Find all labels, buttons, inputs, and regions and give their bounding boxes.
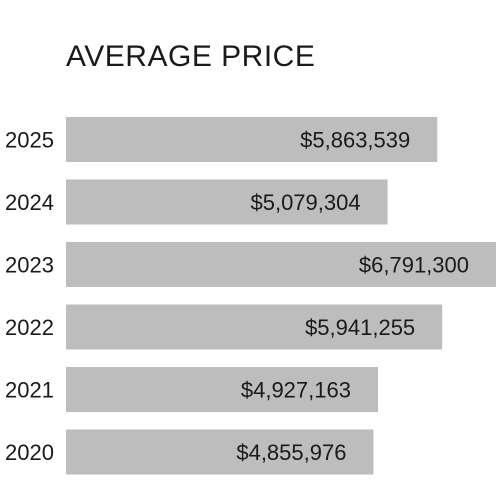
bar-row-2021: 2021 $4,927,163	[5, 367, 378, 412]
bar-row-2025: 2025 $5,863,539	[5, 117, 438, 162]
bar	[66, 429, 374, 475]
chart-title: AVERAGE PRICE	[66, 40, 316, 73]
category-label: 2020	[5, 440, 54, 465]
value-label: $5,863,539	[300, 128, 410, 153]
value-label: $4,927,163	[241, 378, 351, 403]
bar	[66, 304, 443, 350]
bar-row-2020: 2020 $4,855,976	[5, 429, 374, 475]
bar	[66, 117, 438, 162]
value-label: $4,855,976	[236, 440, 346, 465]
bar-row-2023: 2023 $6,791,300	[5, 242, 496, 287]
category-label: 2023	[5, 253, 54, 278]
value-label: $6,791,300	[359, 253, 469, 278]
bar-row-2024: 2024 $5,079,304	[5, 179, 388, 225]
bar-row-2022: 2022 $5,941,255	[5, 304, 443, 350]
bar	[66, 367, 378, 412]
category-label: 2025	[5, 128, 54, 153]
bar	[66, 242, 496, 287]
bar	[66, 179, 388, 225]
category-label: 2022	[5, 315, 54, 340]
value-label: $5,079,304	[250, 190, 360, 215]
value-label: $5,941,255	[305, 315, 415, 340]
category-label: 2024	[5, 190, 54, 215]
category-label: 2021	[5, 378, 54, 403]
bar-group: 2025 $5,863,539 2024 $5,079,304 2023 $6,791,3…	[5, 117, 496, 475]
